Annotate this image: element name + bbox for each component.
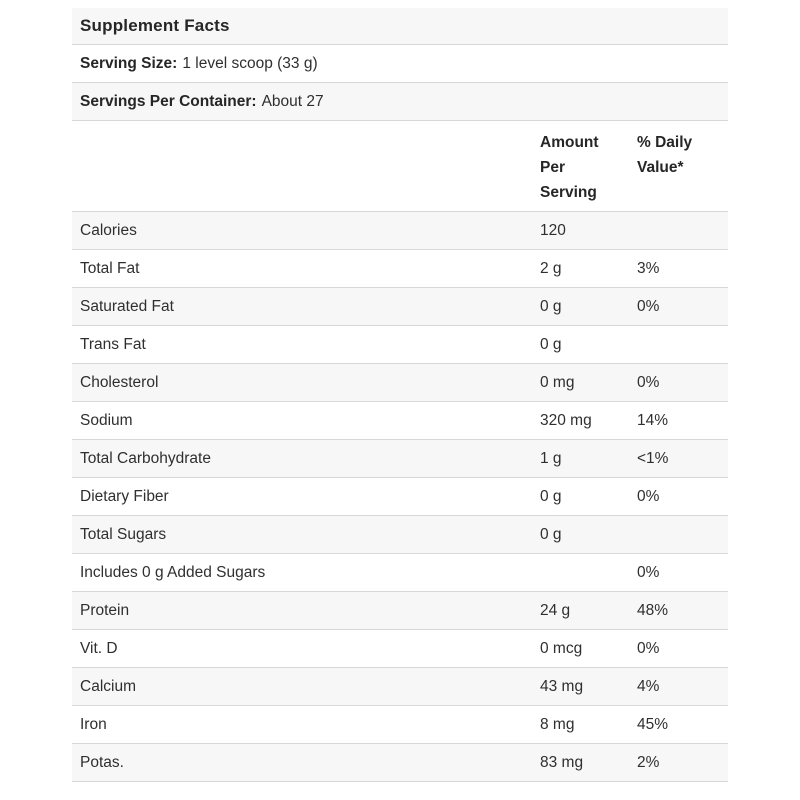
daily-value: 0%	[637, 297, 660, 315]
table-row: Saturated Fat 0 g 0%	[72, 288, 728, 326]
nutrient-label: Saturated Fat	[80, 297, 174, 315]
amount-value: 0 g	[540, 525, 562, 543]
daily-value: 3%	[637, 259, 660, 277]
column-header-row: Amount Per Serving % Daily Value*	[72, 121, 728, 212]
nutrient-label: Total Carbohydrate	[80, 449, 211, 467]
amount-value: 0 g	[540, 297, 562, 315]
servings-per-container-label: Servings Per Container:	[80, 92, 257, 110]
column-header-daily-value: % Daily Value*	[637, 121, 728, 180]
amount-value: 320 mg	[540, 411, 592, 429]
table-row: Potas. 83 mg 2%	[72, 744, 728, 782]
daily-value: 45%	[637, 715, 669, 733]
nutrient-label: Sodium	[80, 411, 133, 429]
nutrient-label: Includes 0 g Added Sugars	[80, 563, 266, 581]
amount-value: 0 g	[540, 487, 562, 505]
amount-value: 0 g	[540, 335, 562, 353]
table-row: Total Carbohydrate 1 g <1%	[72, 440, 728, 478]
servings-per-container-value: About 27	[261, 92, 324, 110]
serving-size-value: 1 level scoop (33 g)	[182, 54, 318, 72]
table-row: Includes 0 g Added Sugars 0%	[72, 554, 728, 592]
daily-value: 14%	[637, 411, 669, 429]
nutrient-label: Trans Fat	[80, 335, 146, 353]
nutrient-label: Calories	[80, 221, 137, 239]
serving-size-label: Serving Size:	[80, 54, 178, 72]
nutrient-label: Iron	[80, 715, 107, 733]
daily-value: 0%	[637, 639, 660, 657]
serving-size-cell: Serving Size: 1 level scoop (33 g)	[72, 55, 318, 73]
amount-value: 43 mg	[540, 677, 584, 695]
daily-value: 0%	[637, 487, 660, 505]
amount-value: 2 g	[540, 259, 562, 277]
nutrient-label: Protein	[80, 601, 130, 619]
table-title-row: Supplement Facts	[72, 8, 728, 45]
amount-value: 0 mg	[540, 373, 575, 391]
daily-value: 48%	[637, 601, 669, 619]
amount-value: 24 g	[540, 601, 571, 619]
supplement-facts-table: Supplement Facts Serving Size: 1 level sc…	[72, 8, 728, 782]
column-header-daily-value-text: % Daily Value*	[637, 134, 693, 176]
daily-value: 2%	[637, 753, 660, 771]
amount-value: 1 g	[540, 449, 562, 467]
nutrient-label: Potas.	[80, 753, 124, 771]
table-row: Calcium 43 mg 4%	[72, 668, 728, 706]
amount-value: 0 mcg	[540, 639, 583, 657]
table-row: Trans Fat 0 g	[72, 326, 728, 364]
daily-value: 0%	[637, 563, 660, 581]
servings-per-container-cell: Servings Per Container: About 27	[72, 93, 324, 111]
nutrient-label: Dietary Fiber	[80, 487, 169, 505]
daily-value: 0%	[637, 373, 660, 391]
table-title: Supplement Facts	[80, 16, 230, 35]
servings-per-container-row: Servings Per Container: About 27	[72, 83, 728, 121]
amount-value: 8 mg	[540, 715, 575, 733]
nutrient-label: Cholesterol	[80, 373, 159, 391]
column-header-amount-text: Amount Per Serving	[540, 134, 599, 201]
amount-value: 83 mg	[540, 753, 584, 771]
table-row: Vit. D 0 mcg 0%	[72, 630, 728, 668]
table-row: Cholesterol 0 mg 0%	[72, 364, 728, 402]
daily-value: 4%	[637, 677, 660, 695]
nutrient-label: Calcium	[80, 677, 136, 695]
table-row: Total Sugars 0 g	[72, 516, 728, 554]
table-row: Total Fat 2 g 3%	[72, 250, 728, 288]
nutrient-label: Total Sugars	[80, 525, 167, 543]
table-row: Iron 8 mg 45%	[72, 706, 728, 744]
table-row: Sodium 320 mg 14%	[72, 402, 728, 440]
facts-rows: Calories 120 Total Fat 2 g 3% Saturated Fat 0 …	[72, 212, 728, 782]
daily-value: <1%	[637, 449, 669, 467]
table-row: Calories 120	[72, 212, 728, 250]
amount-value: 120	[540, 221, 566, 239]
serving-size-row: Serving Size: 1 level scoop (33 g)	[72, 45, 728, 83]
table-row: Protein 24 g 48%	[72, 592, 728, 630]
column-header-amount: Amount Per Serving	[540, 121, 637, 205]
nutrient-label: Vit. D	[80, 639, 118, 657]
nutrient-label: Total Fat	[80, 259, 140, 277]
table-row: Dietary Fiber 0 g 0%	[72, 478, 728, 516]
column-header-spacer	[72, 121, 540, 130]
